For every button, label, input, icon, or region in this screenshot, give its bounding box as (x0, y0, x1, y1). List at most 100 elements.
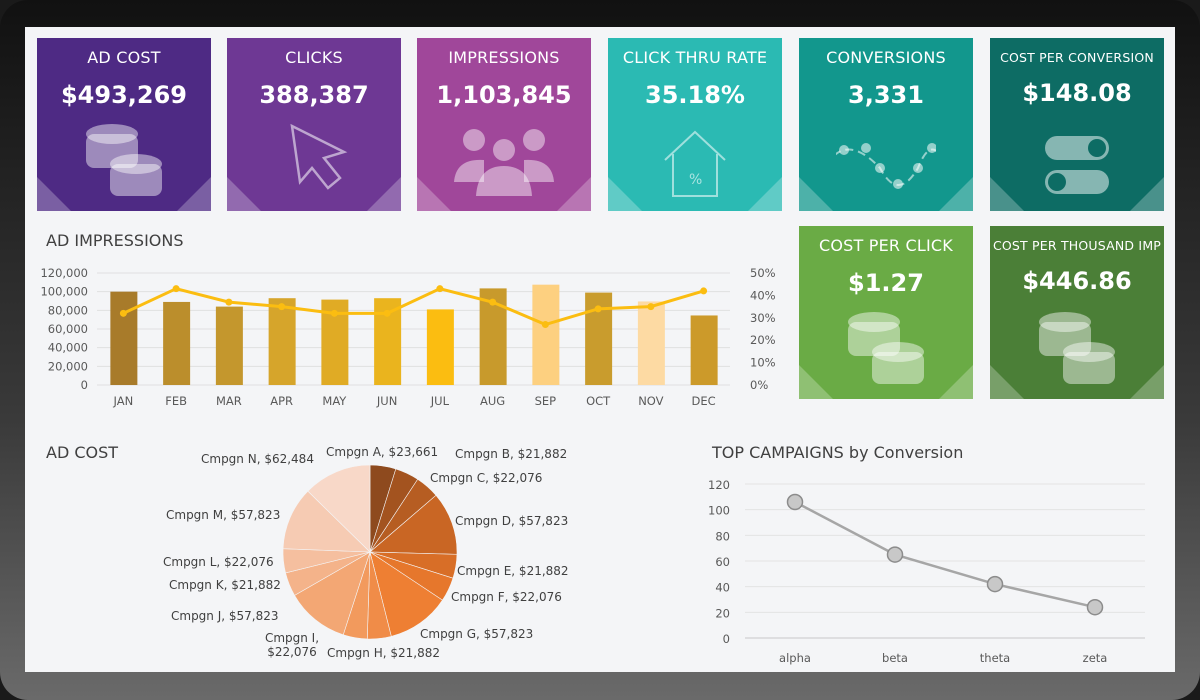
ctr-point-apr (278, 303, 286, 311)
kpi-tile-click-thru-rate: CLICK THRU RATE 35.18% % (608, 38, 782, 211)
pie-label: Cmpgn B, $21,882 (455, 447, 568, 461)
toggle-icon (1045, 136, 1109, 194)
pie-slice-g (369, 551, 443, 637)
x-tick-label: JUL (430, 394, 450, 408)
wave-icon (836, 143, 936, 189)
kpi-title: COST PER CLICK (818, 236, 953, 255)
y-tick-label: 0 (723, 632, 730, 646)
x-tick-label: MAR (216, 394, 242, 408)
ctr-point-may (330, 309, 338, 317)
ctr-point-feb (172, 285, 180, 293)
x-tick-label: SEP (535, 394, 557, 408)
corner-decoration (177, 177, 211, 211)
ctr-point-sep (541, 321, 549, 329)
ctr-point-aug (489, 298, 497, 306)
y2-tick-label: 40% (750, 288, 776, 302)
pie-label: Cmpgn H, $21,882 (327, 646, 440, 660)
x-tick-label: NOV (638, 394, 663, 408)
corner-decoration (1130, 365, 1164, 399)
pie-label: Cmpgn C, $22,076 (430, 471, 543, 485)
pie-label: Cmpgn G, $57,823 (420, 627, 534, 641)
ctr-point-oct (594, 305, 602, 313)
kpi-tile-impressions: IMPRESSIONS 1,103,845 (417, 38, 591, 211)
bar-mar (215, 306, 243, 385)
y-tick-label: 0 (81, 378, 88, 392)
bar-jan (110, 291, 138, 385)
corner-decoration (557, 177, 591, 211)
x-tick-label: zeta (1083, 651, 1108, 665)
kpi-tile-cost-per-conversion: COST PER CONVERSION $148.08 (990, 38, 1164, 211)
bar-nov (637, 301, 665, 385)
pie-label: Cmpgn A, $23,661 (326, 445, 439, 459)
x-tick-label: MAY (322, 394, 347, 408)
x-tick-label: APR (270, 394, 293, 408)
top-campaigns-title: TOP CAMPAIGNS by Conversion (712, 443, 964, 462)
kpi-title: COST PER CONVERSION (1000, 50, 1154, 65)
kpi-value: 3,331 (848, 81, 924, 109)
kpi-title: CONVERSIONS (826, 48, 946, 67)
kpi-value: $148.08 (1022, 79, 1132, 107)
corner-decoration (990, 365, 1024, 399)
coins-icon (1039, 312, 1115, 384)
conversion-point-beta (886, 546, 904, 563)
kpi-title: AD COST (87, 48, 161, 67)
kpi-value: 1,103,845 (436, 81, 572, 109)
corner-decoration (608, 177, 642, 211)
y-tick-label: 80,000 (48, 303, 88, 317)
corner-decoration (417, 177, 451, 211)
kpi-title: CLICKS (285, 48, 343, 67)
x-tick-label: alpha (779, 651, 811, 665)
kpi-tile-ad-cost: AD COST $493,269 (37, 38, 211, 211)
pie-label: Cmpgn N, $62,484 (201, 452, 314, 466)
y2-tick-label: 30% (750, 311, 776, 325)
y2-tick-label: 0% (750, 378, 768, 392)
y2-tick-label: 20% (750, 333, 776, 347)
y2-tick-label: 50% (750, 266, 776, 280)
kpi-title: COST PER THOUSAND IMP (992, 238, 1162, 253)
kpi-value: $1.27 (848, 269, 924, 297)
bar-jul (426, 309, 454, 385)
kpi-title: CLICK THRU RATE (622, 48, 768, 67)
x-tick-label: FEB (165, 394, 187, 408)
conversion-line (794, 500, 1096, 609)
kpi-tile-cost-per-click: COST PER CLICK $1.27 (799, 226, 973, 399)
y-tick-label: 40 (715, 581, 730, 595)
conversion-point-theta (986, 575, 1004, 593)
kpi-tile-conversions: CONVERSIONS 3,331 (799, 38, 973, 211)
pie-label: Cmpgn M, $57,823 (166, 508, 281, 522)
pie-slice-d (369, 494, 458, 555)
pie-label: Cmpgn K, $21,882 (169, 578, 281, 592)
y-tick-label: 20,000 (48, 359, 88, 373)
ctr-point-jul (436, 285, 444, 293)
kpi-tile-clicks: CLICKS 388,387 (227, 38, 401, 211)
kpi-value: $446.86 (1022, 267, 1132, 295)
y-tick-label: 100 (708, 504, 730, 518)
y-tick-label: 120 (708, 478, 730, 492)
corner-decoration (748, 177, 782, 211)
x-tick-label: beta (882, 651, 908, 665)
bar-dec (690, 315, 718, 385)
kpi-value: 35.18% (645, 81, 745, 109)
ctr-line (122, 287, 705, 327)
kpi-value: 388,387 (259, 81, 369, 109)
x-tick-label: JUN (376, 394, 397, 408)
pie-slice-j (294, 551, 371, 636)
ctr-point-jan (119, 309, 127, 317)
corner-decoration (799, 365, 833, 399)
conversion-point-alpha (786, 493, 804, 511)
house-percent-icon: % (664, 130, 726, 197)
ctr-point-mar (225, 298, 233, 306)
ctr-point-dec (700, 287, 708, 295)
pie-label: Cmpgn D, $57,823 (455, 514, 569, 528)
corner-decoration (1130, 177, 1164, 211)
corner-decoration (799, 177, 833, 211)
ad-impressions-title: AD IMPRESSIONS (46, 231, 184, 250)
x-tick-label: AUG (480, 394, 505, 408)
ad-cost-title: AD COST (46, 443, 119, 462)
corner-decoration (990, 177, 1024, 211)
corner-decoration (37, 177, 71, 211)
pie-label: Cmpgn E, $21,882 (457, 564, 569, 578)
corner-decoration (227, 177, 261, 211)
bar-sep (532, 284, 560, 385)
